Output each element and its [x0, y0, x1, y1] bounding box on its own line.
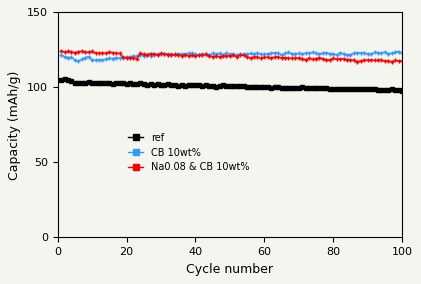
CB 10wt%: [76, 59, 81, 63]
ref: [59, 78, 64, 82]
Na0.08 & CB 10wt%: [138, 52, 143, 55]
CB 10wt%: [141, 54, 146, 57]
CB 10wt%: [400, 51, 405, 55]
CB 10wt%: [128, 55, 133, 59]
Na0.08 & CB 10wt%: [234, 55, 239, 59]
ref: [265, 85, 270, 89]
Line: CB 10wt%: CB 10wt%: [59, 49, 404, 63]
Na0.08 & CB 10wt%: [400, 59, 405, 62]
ref: [376, 88, 381, 91]
Line: ref: ref: [59, 77, 404, 92]
Na0.08 & CB 10wt%: [124, 56, 129, 59]
CB 10wt%: [386, 52, 391, 55]
Na0.08 & CB 10wt%: [59, 49, 64, 53]
ref: [386, 88, 391, 92]
Na0.08 & CB 10wt%: [389, 60, 394, 63]
Legend: ref, CB 10wt%, Na0.08 & CB 10wt%: ref, CB 10wt%, Na0.08 & CB 10wt%: [125, 129, 253, 176]
Na0.08 & CB 10wt%: [262, 55, 267, 59]
X-axis label: Cycle number: Cycle number: [187, 263, 273, 276]
CB 10wt%: [396, 50, 401, 53]
CB 10wt%: [376, 51, 381, 54]
ref: [238, 85, 243, 88]
CB 10wt%: [238, 52, 243, 56]
Line: Na0.08 & CB 10wt%: Na0.08 & CB 10wt%: [59, 49, 404, 64]
Na0.08 & CB 10wt%: [382, 59, 387, 63]
ref: [400, 89, 405, 92]
ref: [62, 78, 67, 81]
ref: [128, 82, 133, 85]
CB 10wt%: [265, 52, 270, 55]
CB 10wt%: [59, 53, 64, 57]
Na0.08 & CB 10wt%: [372, 59, 377, 62]
ref: [141, 82, 146, 86]
Y-axis label: Capacity (mAh/g): Capacity (mAh/g): [8, 70, 21, 179]
